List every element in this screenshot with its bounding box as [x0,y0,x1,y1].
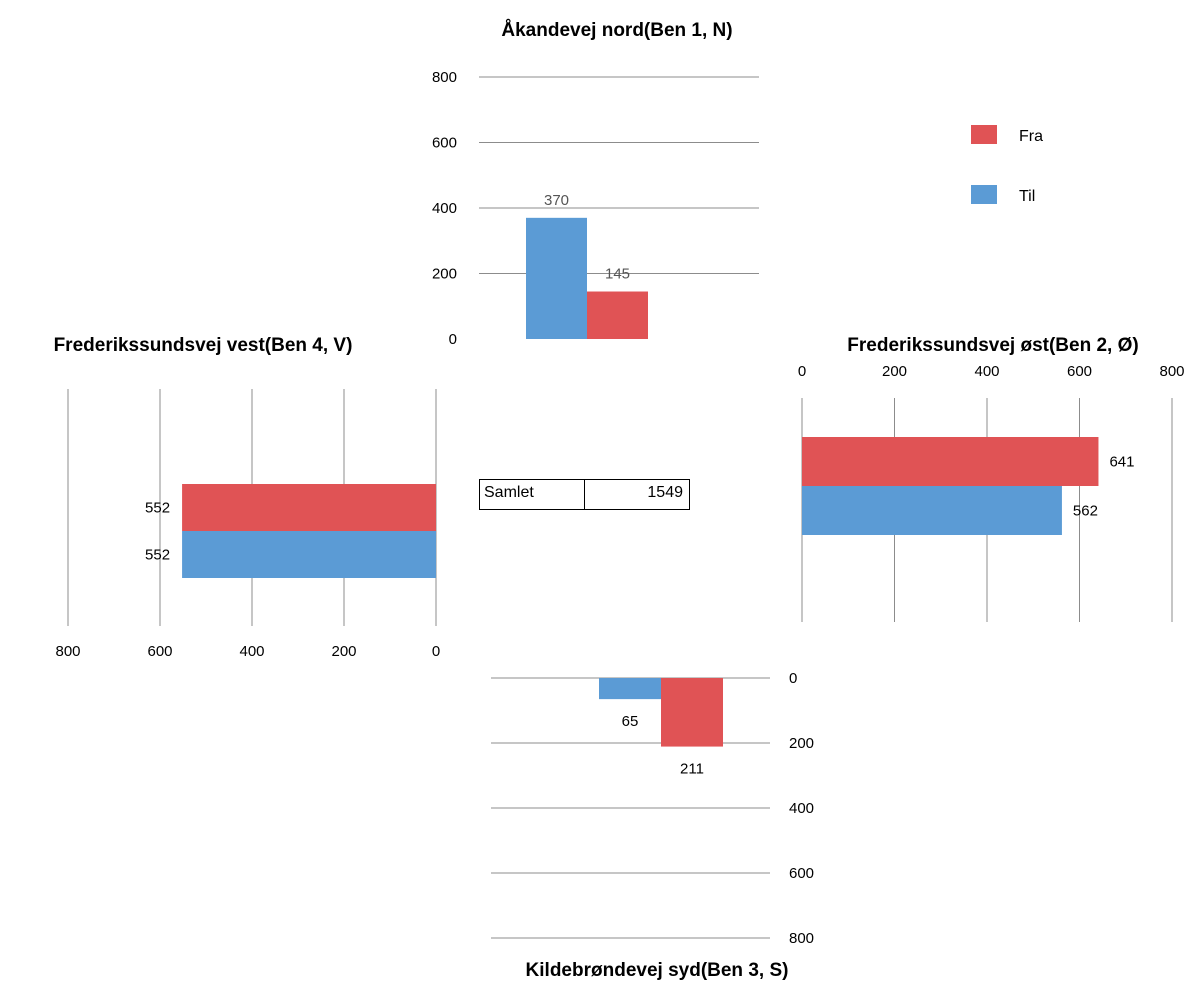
south-chart: 0 200 400 600 800 65 211 [491,670,814,947]
west-tick-label: 600 [147,643,172,660]
east-tick-label: 400 [974,363,999,380]
north-tick-label: 400 [432,200,457,217]
legend-label-fra: Fra [1019,128,1043,145]
south-tick-label: 800 [789,930,814,947]
north-tick-label: 600 [432,135,457,152]
east-data-label: 641 [1109,454,1134,471]
summary-label: Samlet [480,480,585,509]
south-bar-fra [661,678,723,747]
east-chart: 0 200 400 600 800 641 562 [798,363,1185,622]
east-bar-fra [802,437,1099,486]
south-data-label: 65 [622,713,639,730]
south-bar-til [599,678,661,700]
north-bar-fra [587,291,648,339]
south-tick-label: 0 [789,670,797,687]
south-tick-label: 600 [789,865,814,882]
legend-label-til: Til [1019,188,1035,205]
north-chart: 0 200 400 600 800 370 145 [432,69,759,348]
west-tick-label: 800 [55,643,80,660]
east-tick-label: 800 [1159,363,1184,380]
east-bar-til [802,486,1062,535]
south-tick-label: 200 [789,735,814,752]
west-tick-label: 200 [331,643,356,660]
west-bar-fra [182,484,436,531]
east-data-label: 562 [1073,503,1098,520]
west-tick-label: 400 [239,643,264,660]
south-tick-label: 400 [789,800,814,817]
legend-swatch-til [971,185,997,204]
west-chart: 800 600 400 200 0 552 552 [55,389,440,660]
south-data-label: 211 [680,761,704,778]
east-tick-label: 200 [882,363,907,380]
west-tick-label: 0 [432,643,440,660]
west-data-label: 552 [145,500,170,517]
north-data-label: 370 [544,192,569,209]
north-tick-label: 800 [432,69,457,86]
north-bar-til [526,217,587,339]
legend-swatch-fra [971,125,997,144]
north-chart-title: Åkandevej nord(Ben 1, N) [501,20,732,41]
east-chart-title: Frederikssundsvej øst(Ben 2, Ø) [847,335,1138,356]
east-tick-label: 600 [1067,363,1092,380]
west-chart-title: Frederikssundsvej vest(Ben 4, V) [54,335,353,356]
summary-value: 1549 [647,484,683,501]
east-tick-label: 0 [798,363,806,380]
west-bar-til [182,531,436,578]
north-tick-label: 200 [432,266,457,283]
west-data-label: 552 [145,547,170,564]
summary-table: Samlet 1549 [479,479,690,510]
north-tick-label: 0 [449,331,457,348]
north-data-label: 145 [605,266,630,283]
south-chart-title: Kildebrøndevej syd(Ben 3, S) [526,960,789,981]
